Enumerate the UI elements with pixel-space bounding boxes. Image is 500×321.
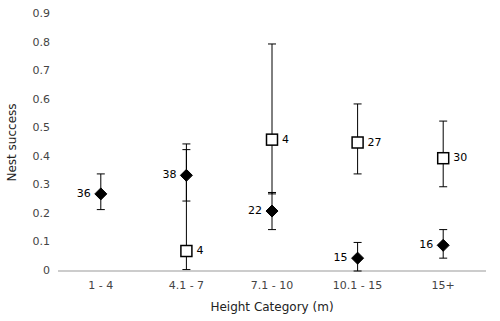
error-cap xyxy=(182,149,190,150)
error-cap xyxy=(268,43,276,44)
x-tick-label: 4.1 - 7 xyxy=(169,279,204,292)
x-axis-label: Height Category (m) xyxy=(210,300,333,314)
error-cap xyxy=(439,229,447,230)
point-label: 22 xyxy=(248,204,262,217)
point-label: 4 xyxy=(282,133,289,146)
y-tick-label: 0.1 xyxy=(33,235,51,248)
y-tick-label: 0.4 xyxy=(33,150,51,163)
x-tick-label: 1 - 4 xyxy=(88,279,113,292)
diamond-marker xyxy=(180,169,192,181)
error-cap xyxy=(182,143,190,144)
error-cap xyxy=(439,186,447,187)
error-cap xyxy=(97,173,105,174)
error-cap xyxy=(182,269,190,270)
y-tick-label: 0.2 xyxy=(33,207,51,220)
x-tick-label: 10.1 - 15 xyxy=(333,279,382,292)
y-tick-label: 0.5 xyxy=(33,121,51,134)
diamond-marker xyxy=(95,188,107,200)
y-tick-label: 0.6 xyxy=(33,93,51,106)
error-cap xyxy=(439,121,447,122)
point-label: 30 xyxy=(453,151,467,164)
error-line xyxy=(272,44,273,194)
diamond-marker xyxy=(352,252,364,264)
x-tick-label: 7.1 - 10 xyxy=(251,279,293,292)
point-label: 38 xyxy=(162,168,176,181)
error-bar xyxy=(268,44,276,194)
error-cap xyxy=(354,242,362,243)
y-tick-label: 0.8 xyxy=(33,36,51,49)
y-tick-label: 0.9 xyxy=(33,7,51,20)
marks xyxy=(95,44,449,271)
error-cap xyxy=(354,271,362,272)
y-axis-label: Nest success xyxy=(5,103,19,181)
y-tick-label: 0.7 xyxy=(33,64,51,77)
point-label: 36 xyxy=(77,187,91,200)
point-labels: 4 4 27 30 36 38 22 15 16 xyxy=(77,133,467,265)
error-cap xyxy=(268,229,276,230)
diamond-marker xyxy=(437,239,449,251)
square-marker xyxy=(181,246,192,257)
point-label: 4 xyxy=(196,244,203,257)
error-cap xyxy=(97,209,105,210)
point-label: 16 xyxy=(419,238,433,251)
error-cap xyxy=(268,192,276,193)
error-cap xyxy=(354,173,362,174)
series xyxy=(95,150,449,271)
square-marker xyxy=(352,137,363,148)
error-cap xyxy=(182,201,190,202)
y-tick-label: 0.3 xyxy=(33,178,51,191)
point-label: 27 xyxy=(368,136,382,149)
x-tick-label: 15+ xyxy=(432,279,455,292)
series xyxy=(181,44,449,270)
x-axis-line xyxy=(58,271,486,272)
error-cap xyxy=(354,103,362,104)
y-tick-label: 0 xyxy=(43,264,50,277)
point-label: 15 xyxy=(334,251,348,264)
square-marker xyxy=(267,134,278,145)
chart: 0 0.1 0.2 0.3 0.4 0.5 0.6 0.7 0.8 0.9 1 - 4 4.1 - 7… xyxy=(0,0,500,321)
error-cap xyxy=(439,258,447,259)
diamond-marker xyxy=(266,205,278,217)
square-marker xyxy=(438,153,449,164)
